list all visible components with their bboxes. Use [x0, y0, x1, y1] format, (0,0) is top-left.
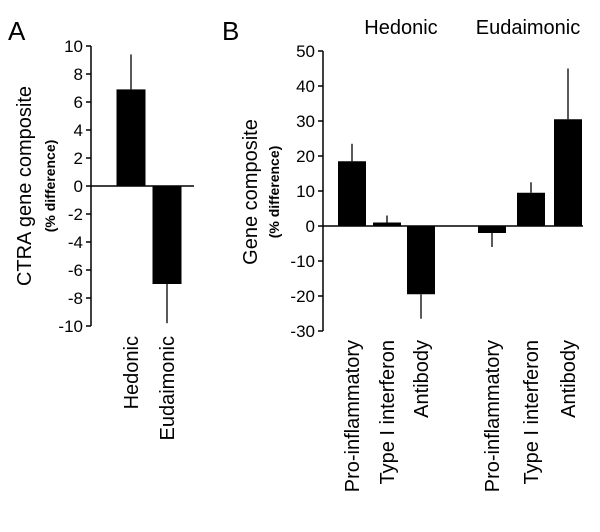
panel-a-y-axis-label: CTRA gene composite — [14, 86, 36, 286]
a-y-tick-label: 10 — [64, 37, 83, 56]
panel-a-y-axis-sublabel: (% difference) — [42, 140, 58, 233]
panel-a-letter: A — [8, 16, 26, 46]
panel-a-x-labels: Hedonic Eudaimonic — [121, 336, 179, 441]
a-y-tick-label: 8 — [74, 65, 83, 84]
a-y-tick-label: 0 — [74, 177, 83, 196]
group-label-eudaimonic: Eudaimonic — [476, 17, 581, 39]
b-x-label: Type I interferon — [377, 340, 399, 485]
b-y-tick-label: -10 — [290, 252, 315, 271]
a-x-label: Eudaimonic — [157, 336, 179, 441]
a-y-tick-label: -8 — [68, 289, 83, 308]
panel-b-y-axis-sublabel: (% difference) — [266, 146, 282, 239]
b-y-tick-label: -20 — [290, 287, 315, 306]
panel-b-chart: Hedonic Eudaimonic -30-20-1001020304050 … — [240, 17, 583, 492]
group-label-hedonic: Hedonic — [364, 17, 437, 39]
a-y-tick-label: -2 — [68, 205, 83, 224]
b-bar — [338, 161, 366, 226]
a-y-tick-label: 2 — [74, 149, 83, 168]
b-x-label: Antibody — [411, 340, 433, 418]
b-y-tick-label: 0 — [306, 217, 315, 236]
b-y-tick-label: 40 — [296, 77, 315, 96]
b-y-tick-label: -30 — [290, 322, 315, 341]
a-bar — [116, 89, 146, 186]
b-y-tick-label: 20 — [296, 147, 315, 166]
b-y-tick-label: 50 — [296, 42, 315, 61]
b-bar — [517, 192, 545, 226]
panel-b-y-tick-labels: -30 -20 -10 0 10 20 30 40 50 — [290, 42, 315, 341]
b-bar — [554, 119, 582, 226]
a-y-tick-label: -6 — [68, 261, 83, 280]
a-y-tick-label: 6 — [74, 93, 83, 112]
b-x-label: Pro-inflammatory — [482, 340, 504, 492]
b-bar — [478, 226, 506, 233]
panel-b-x-labels: Pro-inflammatory Type I interferon Antibod… — [342, 340, 580, 492]
a-y-tick-label: -10 — [58, 317, 83, 336]
b-y-tick-label: 10 — [296, 182, 315, 201]
b-y-tick-label: 30 — [296, 112, 315, 131]
a-y-tick-label: 4 — [74, 121, 83, 140]
b-bar — [407, 226, 435, 295]
panel-a-chart: -10 -8 -6 -4 -2 0 2 4 6 8 10 Hedonic Eudaimonic CTR… — [14, 37, 194, 441]
panel-a-y-tick-labels: -10 -8 -6 -4 -2 0 2 4 6 8 10 — [58, 37, 83, 336]
b-x-label: Type I interferon — [521, 340, 543, 485]
panel-a-bars — [116, 54, 182, 324]
b-x-label: Pro-inflammatory — [342, 340, 364, 492]
b-bar — [373, 222, 401, 226]
panel-b-y-axis-label: Gene composite — [240, 119, 262, 265]
a-x-label: Hedonic — [121, 336, 143, 409]
a-bar — [152, 186, 182, 284]
panel-b-bars — [338, 68, 582, 319]
panel-b-letter: B — [222, 16, 239, 46]
a-y-tick-label: -4 — [68, 233, 83, 252]
b-x-label: Antibody — [558, 340, 580, 418]
